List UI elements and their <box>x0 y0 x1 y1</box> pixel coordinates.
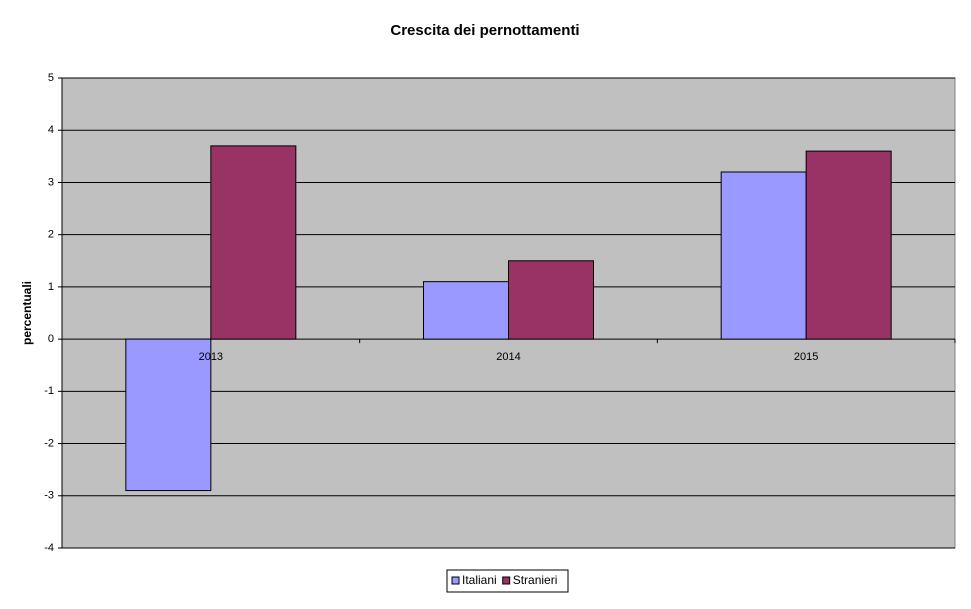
chart-title: Crescita dei pernottamenti <box>390 22 579 39</box>
bar <box>210 145 297 340</box>
y-tick-label: 1 <box>48 281 54 293</box>
x-tick-label: 2015 <box>794 351 818 363</box>
bar <box>805 150 892 340</box>
y-tick-label: 3 <box>48 176 54 188</box>
y-tick-label: -2 <box>44 437 54 449</box>
y-tick-label: -3 <box>44 490 54 502</box>
x-tick-label: 2013 <box>199 351 223 363</box>
x-tick-label: 2014 <box>496 351 520 363</box>
bar <box>423 281 509 340</box>
legend-label: Italiani <box>462 573 497 587</box>
y-tick-label: -4 <box>44 542 54 554</box>
y-axis-label: percentuali <box>20 281 34 345</box>
y-tick-label: -1 <box>44 385 54 397</box>
y-tick-label: 0 <box>48 333 54 345</box>
bar <box>720 171 807 340</box>
bar <box>508 260 594 340</box>
bar <box>125 338 212 492</box>
y-tick-label: 5 <box>48 72 54 84</box>
legend-label: Stranieri <box>513 573 558 587</box>
legend-swatch <box>451 576 460 585</box>
y-tick-label: 4 <box>48 124 54 136</box>
y-tick-label: 2 <box>48 229 54 241</box>
legend-swatch <box>502 576 511 585</box>
